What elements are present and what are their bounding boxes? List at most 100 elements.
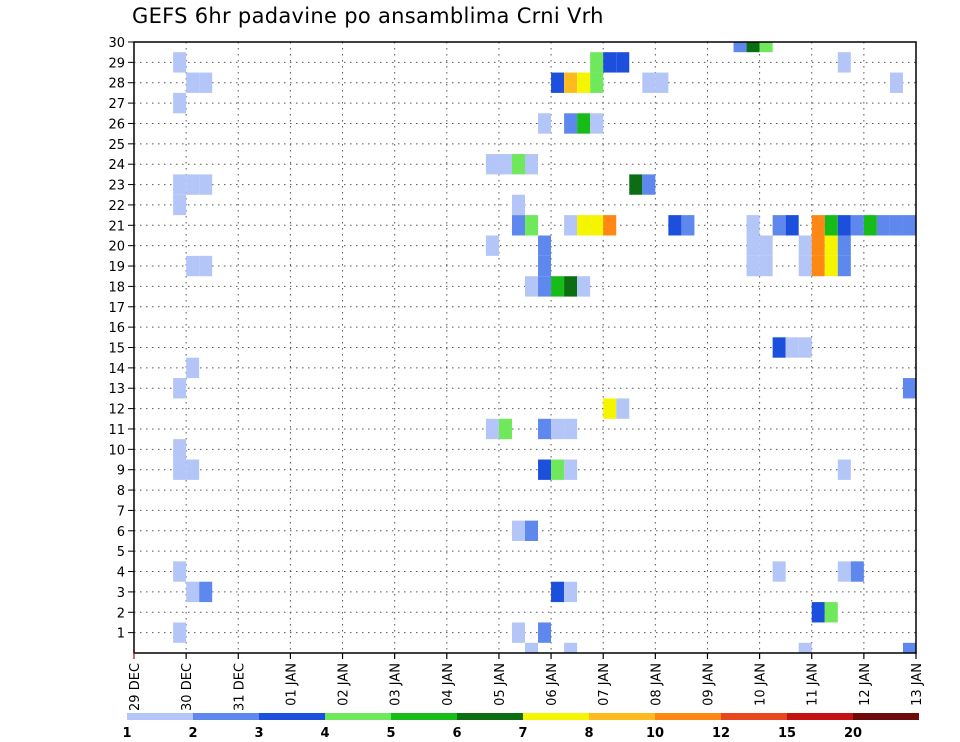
legend-label: 12 bbox=[712, 726, 730, 741]
y-tick-label: 13 bbox=[108, 382, 125, 397]
heatmap-cell bbox=[564, 215, 578, 236]
heatmap-cell bbox=[668, 215, 682, 236]
heatmap-cell bbox=[511, 215, 525, 236]
heatmap-cell bbox=[538, 418, 552, 440]
y-tick-label: 1 bbox=[117, 627, 125, 642]
heatmap-cell bbox=[485, 235, 499, 256]
heatmap-cell bbox=[564, 418, 578, 440]
legend-label: 4 bbox=[320, 726, 329, 741]
legend-label: 20 bbox=[844, 726, 862, 741]
y-tick-label: 2 bbox=[117, 606, 125, 621]
heatmap-cell bbox=[746, 42, 760, 53]
heatmap-cell bbox=[525, 215, 539, 236]
heatmap-cell bbox=[564, 113, 578, 134]
heatmap-cell bbox=[889, 215, 903, 236]
y-tick-label: 18 bbox=[108, 280, 125, 295]
heatmap-cell bbox=[577, 72, 591, 93]
heatmap-cell bbox=[876, 215, 890, 236]
legend-label: 2 bbox=[188, 726, 197, 741]
heatmap-cell bbox=[577, 113, 591, 134]
heatmap-cell bbox=[837, 52, 851, 73]
heatmap-cell bbox=[850, 215, 864, 236]
x-tick-label: 11 JAN bbox=[806, 663, 821, 706]
heatmap-cell bbox=[538, 276, 552, 297]
legend-label: 8 bbox=[584, 726, 593, 741]
chart-title: GEFS 6hr padavine po ansamblima Crni Vrh bbox=[132, 4, 604, 28]
legend-swatch bbox=[391, 713, 457, 720]
heatmap-cell bbox=[186, 72, 200, 93]
heatmap-cell bbox=[616, 398, 630, 419]
heatmap-cell bbox=[889, 72, 903, 93]
x-tick-label: 02 JAN bbox=[337, 663, 352, 706]
heatmap-cell bbox=[746, 215, 760, 236]
heatmap-cell bbox=[577, 215, 591, 236]
x-tick-label: 10 JAN bbox=[754, 663, 769, 706]
heatmap-cell bbox=[811, 602, 825, 623]
x-axis: 29 DEC 30 DEC 31 DEC 01 JAN 02 JAN 03 JAN 04 J… bbox=[128, 653, 925, 711]
heatmap-cell bbox=[525, 276, 539, 297]
heatmap-cell bbox=[590, 113, 604, 134]
heatmap-cell bbox=[902, 378, 916, 399]
legend-swatch bbox=[457, 713, 523, 720]
heatmap-cell bbox=[629, 174, 643, 195]
heatmap-cell bbox=[511, 194, 525, 216]
heatmap-cell bbox=[772, 215, 786, 236]
heatmap-cell bbox=[798, 337, 812, 358]
legend-swatch bbox=[193, 713, 259, 720]
heatmap-cell bbox=[681, 215, 695, 236]
legend-swatch bbox=[655, 713, 721, 720]
heatmap-cell bbox=[785, 215, 799, 236]
legend-swatch bbox=[589, 713, 655, 720]
heatmap-cell bbox=[655, 72, 669, 93]
x-tick-label: 29 DEC bbox=[128, 663, 143, 711]
legend-label: 7 bbox=[518, 726, 527, 741]
y-tick-label: 14 bbox=[108, 362, 125, 377]
heatmap-cell bbox=[824, 215, 838, 236]
heatmap-cell bbox=[642, 72, 656, 93]
y-tick-label: 30 bbox=[108, 36, 125, 51]
heatmap-cell bbox=[551, 459, 565, 480]
heatmap-cell bbox=[837, 459, 851, 480]
heatmap-cell bbox=[759, 255, 773, 277]
y-axis: 1234567891011121314151617181920212223242… bbox=[108, 36, 134, 642]
heatmap-cell bbox=[551, 72, 565, 93]
y-tick-label: 12 bbox=[108, 403, 125, 418]
x-tick-label: 30 DEC bbox=[180, 663, 195, 711]
y-tick-label: 9 bbox=[117, 464, 125, 479]
heatmap-cell bbox=[525, 154, 539, 175]
legend-label: 10 bbox=[646, 726, 664, 741]
y-tick-label: 26 bbox=[108, 117, 125, 132]
heatmap-cell bbox=[511, 154, 525, 175]
x-tick-label: 04 JAN bbox=[441, 663, 456, 706]
heatmap-cell bbox=[837, 561, 851, 582]
heatmap-cell bbox=[173, 194, 187, 216]
heatmap-cell bbox=[538, 235, 552, 256]
y-tick-label: 7 bbox=[117, 504, 125, 519]
heatmap-cell bbox=[577, 276, 591, 297]
heatmap-cell bbox=[603, 398, 617, 419]
x-tick-label: 07 JAN bbox=[597, 663, 612, 706]
heatmap-cell bbox=[199, 255, 213, 277]
heatmap-cell bbox=[173, 92, 187, 114]
heatmap-cell bbox=[772, 337, 786, 358]
heatmap-cell bbox=[186, 174, 200, 195]
color-legend: 1 2 3 4 5 6 7 8 10 12 15 20 bbox=[122, 713, 919, 741]
heatmap-cell bbox=[759, 42, 773, 53]
heatmap-cell bbox=[811, 255, 825, 277]
heatmap-cell bbox=[772, 561, 786, 582]
heatmap-cell bbox=[798, 255, 812, 277]
legend-swatch bbox=[259, 713, 325, 720]
heatmap-cell bbox=[733, 42, 747, 53]
y-tick-label: 8 bbox=[117, 484, 125, 499]
heatmap-cell bbox=[186, 581, 200, 603]
heatmap-cell bbox=[824, 235, 838, 256]
y-tick-label: 16 bbox=[108, 321, 125, 336]
heatmap-cell bbox=[759, 235, 773, 256]
heatmap-cell bbox=[811, 215, 825, 236]
heatmap-cell bbox=[173, 439, 187, 460]
x-tick-label: 31 DEC bbox=[232, 663, 247, 711]
x-tick-label: 05 JAN bbox=[493, 663, 508, 706]
heatmap-cell bbox=[837, 215, 851, 236]
heatmap-cell bbox=[902, 215, 916, 236]
